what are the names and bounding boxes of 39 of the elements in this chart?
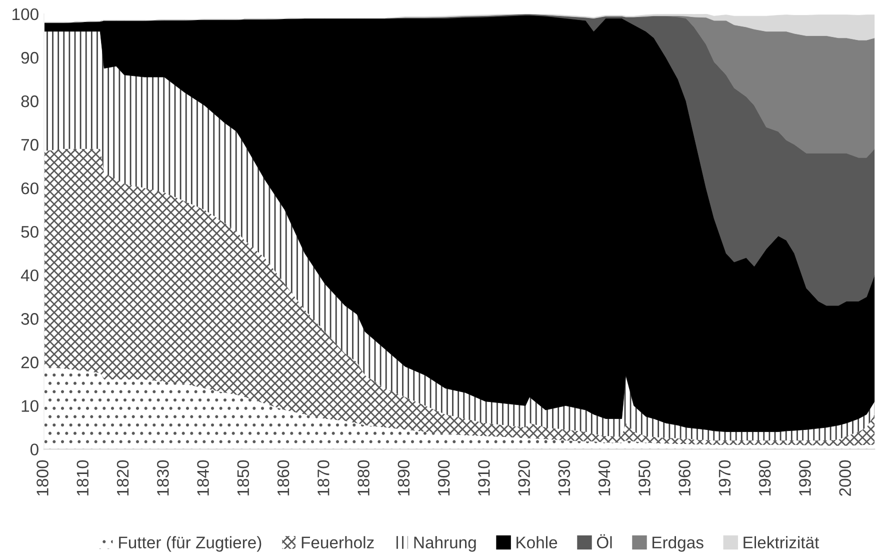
x-tick-label: 1810 — [76, 460, 89, 496]
x-tick-label: 2000 — [839, 460, 851, 496]
legend-label: Erdgas — [652, 536, 704, 552]
y-tick-label: 90 — [21, 52, 38, 64]
y-tick-label: 10 — [22, 400, 38, 412]
x-tick-label: 1870 — [318, 460, 330, 496]
y-tick-label: 70 — [21, 138, 38, 151]
x-tick-label: 1850 — [237, 460, 250, 496]
x-tick-label: 1910 — [478, 460, 490, 496]
x-tick-label: 1970 — [718, 460, 731, 496]
legend-label: Nahrung — [414, 536, 476, 552]
x-tick-label: 1890 — [398, 460, 410, 496]
x-tick-label: 1930 — [558, 460, 570, 496]
y-tick-label: 50 — [21, 226, 38, 238]
y-tick-label: 80 — [21, 95, 38, 108]
x-tick-label: 1900 — [438, 460, 450, 496]
x-tick-label: 1960 — [678, 460, 690, 496]
y-tick-label: 40 — [20, 269, 38, 282]
legend-label: Kohle — [516, 536, 558, 548]
x-tick-label: 1830 — [157, 460, 169, 496]
y-tick-label: 20 — [21, 356, 38, 368]
x-tick-label: 1880 — [358, 460, 370, 496]
legend-label: Futter (für Zugtiere) — [119, 536, 262, 552]
x-tick-label: 1860 — [277, 460, 290, 496]
x-tick-label: 1990 — [799, 460, 811, 496]
y-tick-label: 0 — [30, 444, 38, 456]
x-tick-label: 1980 — [758, 460, 771, 496]
x-tick-label: 1920 — [518, 460, 530, 496]
y-tick-label: 60 — [21, 182, 38, 194]
legend-label: Feuerholz — [302, 536, 374, 548]
legend-label: Elektrizität — [744, 536, 820, 548]
y-tick-label: 100 — [12, 8, 38, 20]
legend-label: Öl — [596, 534, 612, 548]
x-tick-label: 1800 — [36, 460, 48, 496]
x-tick-label: 1820 — [116, 460, 129, 496]
x-tick-label: 1940 — [598, 460, 610, 496]
x-tick-label: 1840 — [197, 460, 209, 496]
y-tick-label: 30 — [21, 313, 38, 325]
x-tick-label: 1950 — [638, 460, 650, 496]
